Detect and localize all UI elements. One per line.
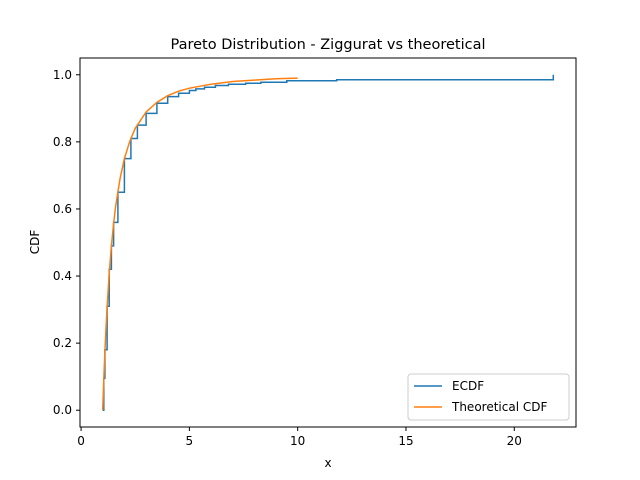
- y-axis-label: CDF: [28, 230, 42, 255]
- plot-frame: [79, 57, 577, 428]
- x-tick-label: 0: [77, 434, 85, 448]
- y-tick-label: 1.0: [53, 68, 72, 82]
- y-tick-label: 0.4: [53, 269, 72, 283]
- x-tick-label: 20: [507, 434, 522, 448]
- plot-lines: [101, 74, 555, 411]
- series-line-ecdf: [102, 74, 555, 411]
- legend: ECDF Theoretical CDF: [407, 373, 570, 421]
- x-tick-label: 5: [186, 434, 194, 448]
- x-axis-ticks: 0 5 10 15 20: [77, 427, 522, 448]
- y-axis-ticks: 0.0 0.2 0.4 0.6 0.8 1.0: [53, 68, 80, 417]
- y-tick-label: 0.6: [53, 202, 72, 216]
- legend-label-ecdf: ECDF: [452, 379, 484, 393]
- x-tick-label: 15: [398, 434, 413, 448]
- y-tick-label: 0.2: [53, 336, 72, 350]
- x-axis-label: x: [324, 456, 331, 470]
- legend-box: [407, 373, 570, 421]
- y-tick-label: 0.0: [53, 403, 72, 417]
- legend-label-theoretical: Theoretical CDF: [451, 400, 547, 414]
- y-tick-label: 0.8: [53, 135, 72, 149]
- chart-title: Pareto Distribution - Ziggurat vs theore…: [170, 37, 485, 53]
- series-line-theoretical-cdf: [101, 77, 298, 411]
- x-tick-label: 10: [290, 434, 305, 448]
